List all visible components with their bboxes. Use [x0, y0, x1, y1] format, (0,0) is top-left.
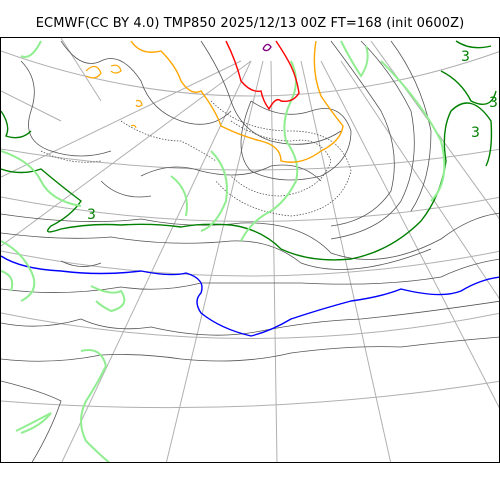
isotherm	[15, 412, 52, 434]
meridian-line	[60, 38, 102, 102]
isotherm	[200, 40, 342, 145]
map-panel: 3 3 3 3	[0, 37, 500, 463]
isotherm	[330, 40, 395, 227]
isotherm	[380, 60, 446, 202]
parallel-line	[1, 380, 499, 409]
isotherm	[240, 60, 299, 242]
isotherm	[1, 212, 499, 260]
isotherm	[20, 40, 42, 58]
isotherm	[330, 40, 415, 240]
contour-label: 3	[471, 125, 480, 141]
warm-isotherm-red	[225, 40, 300, 111]
isotherm	[85, 65, 102, 79]
meridian-line	[61, 60, 252, 462]
isotherm	[20, 60, 112, 157]
isotherm	[60, 40, 232, 125]
isotherm	[1, 232, 432, 270]
isotherm	[90, 285, 126, 313]
isotherm	[440, 70, 497, 105]
parallel-line	[1, 196, 499, 222]
isotherm	[1, 336, 499, 362]
meridian-line	[340, 60, 499, 299]
contour-labels: 3 3 3 3	[87, 49, 498, 223]
parallel-line	[1, 312, 499, 339]
temperature-map: 3 3 3 3	[1, 38, 499, 462]
meridian-line	[1, 60, 252, 247]
isotherm	[135, 99, 143, 108]
isotherm	[60, 260, 102, 267]
dotted-isotherms	[40, 100, 352, 217]
zero-isotherm	[1, 255, 499, 337]
isotherm	[1, 150, 82, 207]
isotherm	[130, 124, 137, 129]
isotherm	[1, 110, 32, 139]
isotherm	[1, 300, 499, 336]
meridian-line	[165, 60, 264, 462]
isotherm	[1, 270, 14, 292]
isotherm	[200, 150, 228, 232]
isotherm	[140, 164, 322, 182]
minor-isotherms	[1, 40, 499, 462]
isotherm	[390, 40, 432, 212]
light-green-isotherms	[1, 40, 446, 462]
parallel-line	[1, 50, 499, 97]
meridian-line	[1, 90, 62, 122]
parallel-line	[1, 250, 499, 277]
warm-isotherm-purple	[262, 43, 272, 52]
orange-blobs	[85, 64, 143, 129]
isotherm	[340, 40, 369, 78]
graticule	[1, 38, 499, 462]
isotherm	[100, 180, 152, 198]
warm-isotherm-orange	[130, 40, 344, 163]
contour-label: 3	[461, 49, 470, 65]
isotherm-3-lines	[1, 40, 497, 261]
isotherm	[210, 100, 352, 217]
isotherm	[1, 240, 36, 302]
isotherm	[230, 120, 332, 197]
isotherm	[120, 120, 217, 162]
isotherm	[1, 380, 62, 462]
map-title: ECMWF(CC BY 4.0) TMP850 2025/12/13 00Z F…	[35, 16, 465, 31]
isotherm	[80, 349, 111, 462]
meridian-line	[300, 60, 392, 462]
contour-label: 3	[87, 207, 96, 223]
isotherm	[240, 100, 352, 181]
meridian-line	[1, 60, 242, 178]
meridian-line	[320, 60, 499, 409]
parallel-line	[1, 148, 499, 171]
isotherm	[1, 102, 493, 261]
isotherm	[170, 175, 188, 217]
contour-label: 3	[489, 95, 498, 111]
isotherm	[110, 64, 122, 74]
isotherm	[455, 40, 492, 49]
meridian-line	[270, 60, 278, 462]
